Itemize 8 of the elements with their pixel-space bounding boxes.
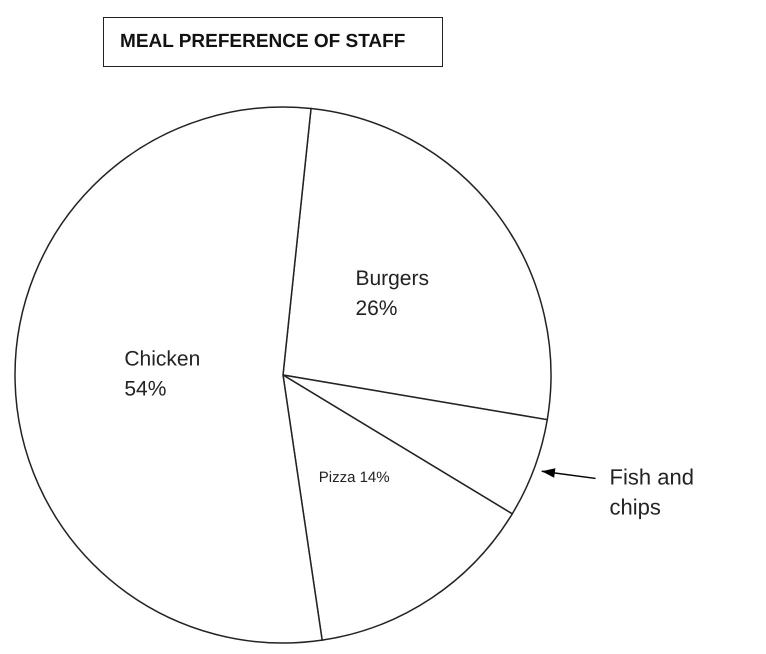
slice-label: Pizza <box>318 469 356 486</box>
slice-label: Burgers <box>355 267 429 290</box>
slice-label: Fish and chips <box>610 464 694 520</box>
data-label: 14% <box>360 469 390 486</box>
slice-label: Chicken <box>124 348 200 371</box>
chart-title: MEAL PREFERENCE OF STAFF <box>103 17 443 67</box>
data-label: 54% <box>124 378 166 401</box>
data-label: 26% <box>355 297 398 320</box>
